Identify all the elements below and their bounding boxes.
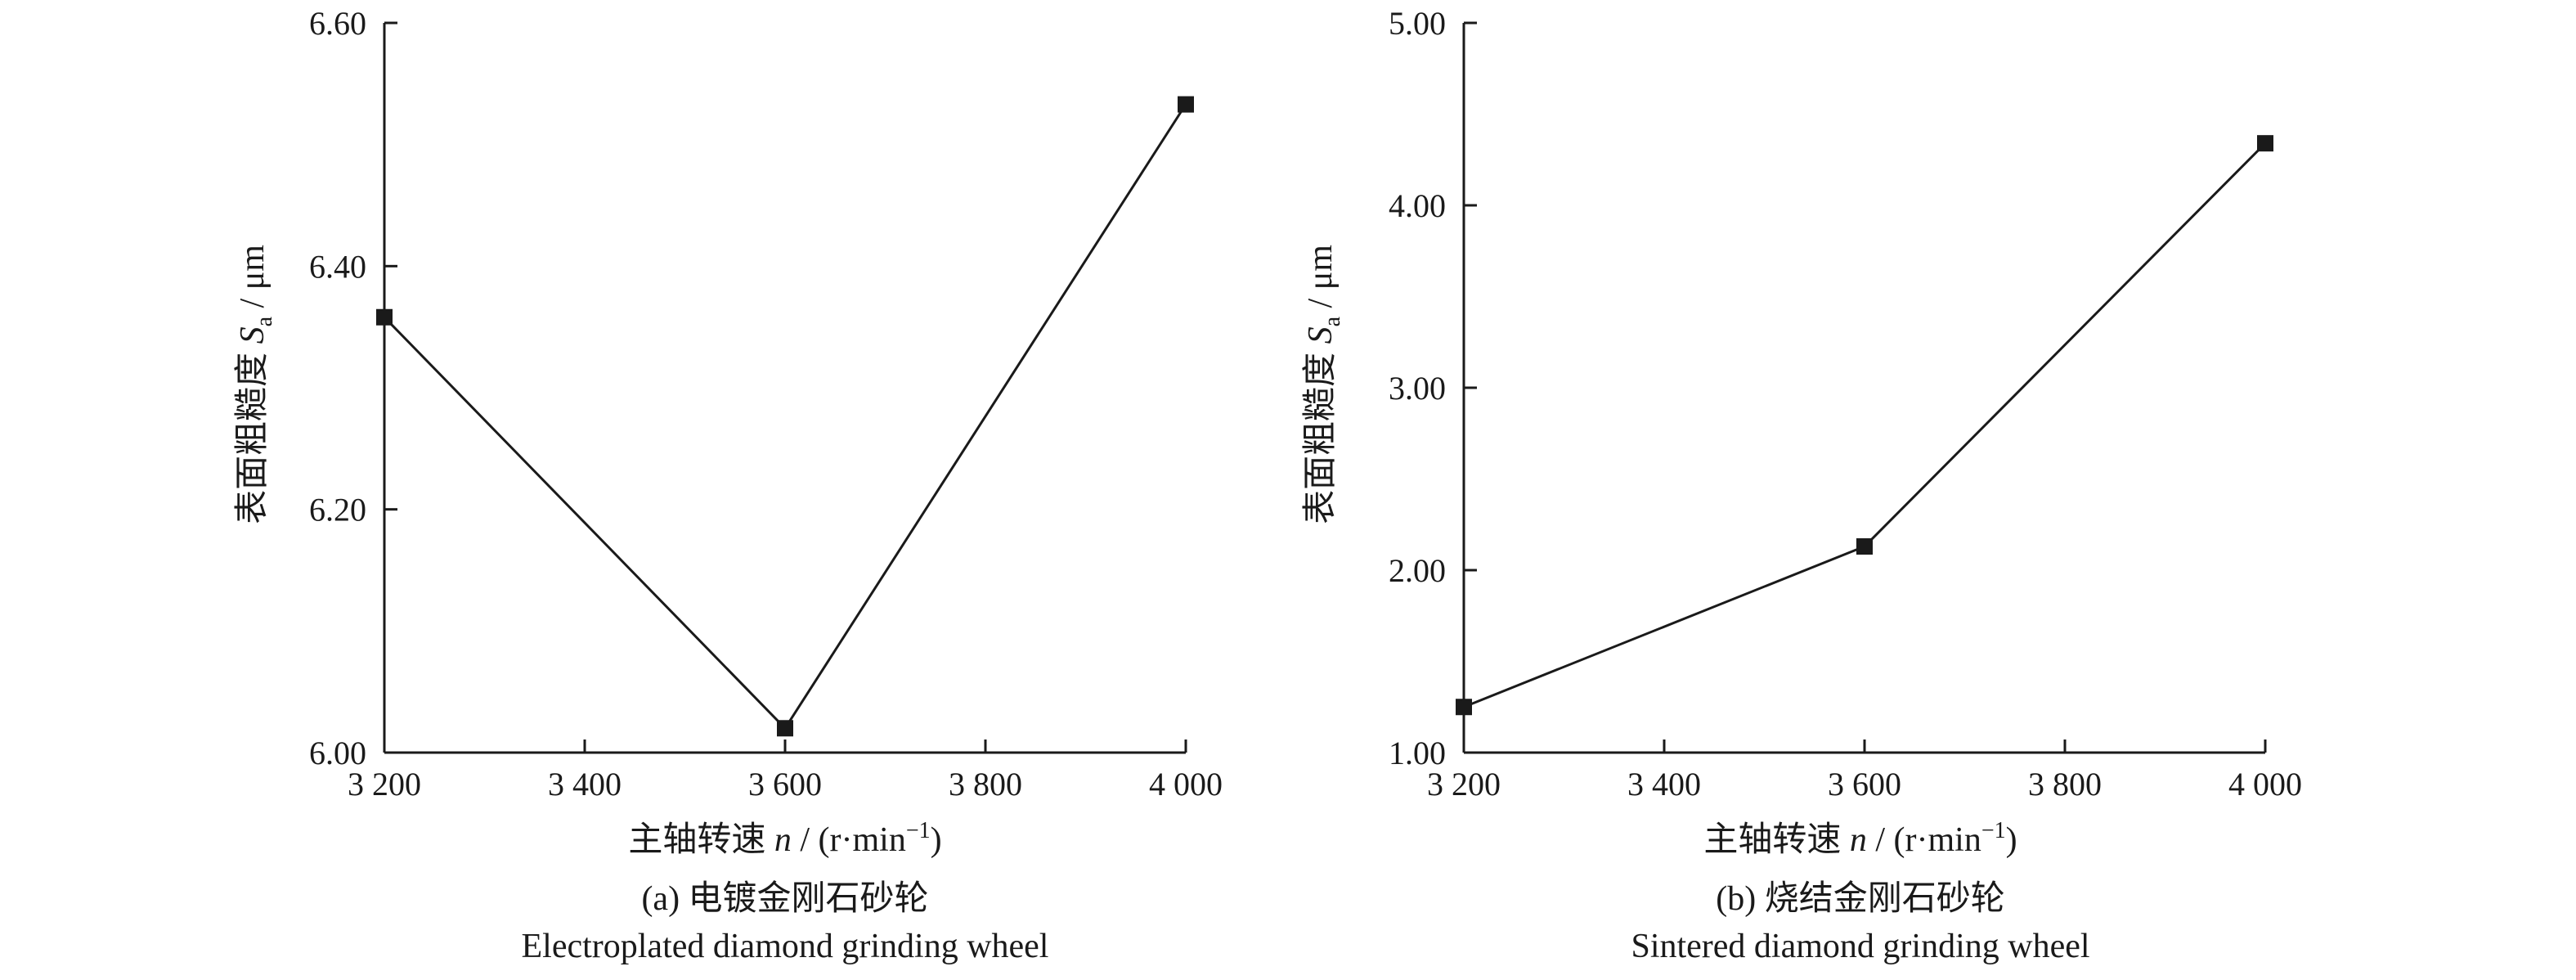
chart-a-y-tick-label: 6.40 — [309, 248, 366, 285]
chart-b-y-tick-label: 5.00 — [1389, 5, 1446, 42]
chart-a-y-tick-label: 6.20 — [309, 492, 366, 528]
chart-b-series-line — [1463, 142, 2267, 708]
chart-b-data-point — [1456, 699, 1472, 716]
chart-a-data-point — [777, 720, 793, 737]
chart-b-x-tick-label: 4 000 — [2228, 766, 2302, 802]
chart-a-caption-en: Electroplated diamond grinding wheel — [522, 928, 1049, 965]
chart-b-x-tick-label: 3 400 — [1627, 766, 1701, 802]
chart-a-x-tick-label: 3 800 — [949, 766, 1022, 802]
chart-b-x-axis-label: 主轴转速 n / (r·min−1) — [1703, 818, 2017, 859]
chart-b-x-tick-label: 3 800 — [2028, 766, 2102, 802]
chart-b-data-point — [1856, 538, 1873, 555]
chart-a: 表面粗糙度 Sa / μm 主轴转速 n / (r·min−1) (a) 电镀金… — [234, 5, 1223, 965]
chart-a-x-tick-label: 4 000 — [1149, 766, 1223, 802]
chart-b-caption-cn: (b) 烧结金刚石砂轮 — [1716, 879, 2004, 918]
chart-b: 表面粗糙度 Sa / μm 主轴转速 n / (r·min−1) (b) 烧结金… — [1302, 5, 2302, 965]
chart-b-y-tick-label: 3.00 — [1389, 370, 1446, 407]
chart-a-data-point — [376, 308, 393, 326]
chart-a-x-tick-label: 3 200 — [348, 766, 421, 802]
chart-a-x-tick-label: 3 400 — [548, 766, 622, 802]
chart-a-data-point — [1178, 96, 1194, 113]
chart-a-y-tick-label: 6.60 — [309, 5, 366, 42]
chart-b-y-axis-label: 表面粗糙度 Sa / μm — [1302, 245, 1345, 524]
chart-b-y-tick-label: 1.00 — [1389, 735, 1446, 771]
chart-a-caption-cn: (a) 电镀金刚石砂轮 — [641, 879, 928, 918]
chart-a-x-axis-label: 主轴转速 n / (r·min−1) — [628, 818, 941, 859]
chart-b-y-tick-label: 2.00 — [1389, 552, 1446, 589]
chart-b-caption-en: Sintered diamond grinding wheel — [1631, 928, 2089, 965]
chart-a-series-line — [383, 103, 1187, 731]
chart-a-y-tick-label: 6.00 — [309, 735, 366, 771]
chart-b-data-point — [2257, 135, 2273, 152]
chart-a-y-axis-label: 表面粗糙度 Sa / μm — [234, 245, 277, 524]
chart-b-x-tick-label: 3 200 — [1427, 766, 1501, 802]
chart-a-x-tick-label: 3 600 — [748, 766, 822, 802]
chart-b-y-tick-label: 4.00 — [1389, 187, 1446, 224]
chart-b-x-tick-label: 3 600 — [1828, 766, 1901, 802]
